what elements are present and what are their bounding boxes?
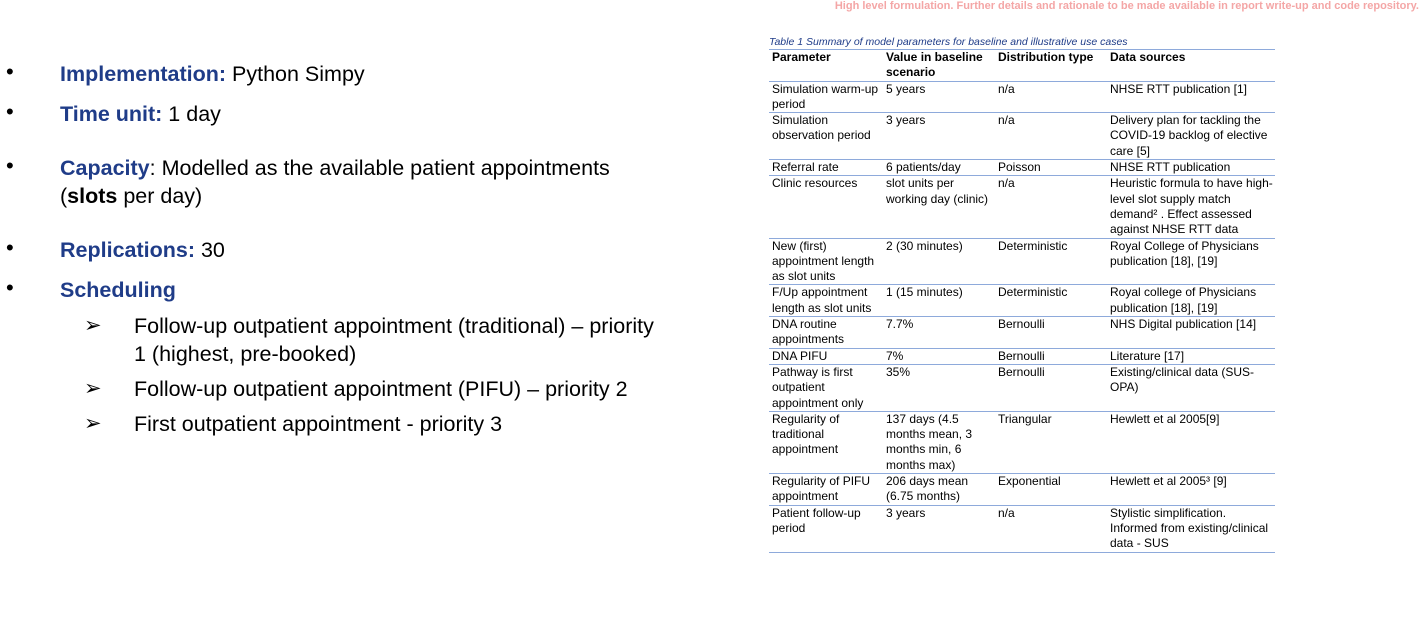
table-cell: Royal College of Physicians publication …: [1107, 238, 1275, 286]
table-cell: Bernoulli: [995, 364, 1107, 412]
scheduling-item-line: Follow-up outpatient appointment (tradit…: [134, 314, 654, 338]
table-cell: n/a: [995, 505, 1107, 553]
table-caption: Table 1 Summary of model parameters for …: [769, 36, 1275, 50]
table-cell: Simulation warm-up period: [769, 81, 883, 114]
bullet-dot-icon: •: [6, 59, 14, 84]
table-cell: Bernoulli: [995, 316, 1107, 349]
table-cell: DNA routine appointments: [769, 316, 883, 349]
table-cell: n/a: [995, 175, 1107, 239]
bullet-list: • Implementation: Python Simpy • Time un…: [6, 59, 654, 436]
table-cell: NHSE RTT publication: [1107, 159, 1275, 177]
table-cell: Hewlett et al 2005³ [9]: [1107, 473, 1275, 506]
table-row: Patient follow-up period 3 years n/a Stylis…: [769, 505, 1275, 553]
table-cell: Royal college of Physicians publication …: [1107, 284, 1275, 318]
table-row: DNA routine appointments 7.7% Bernoulli NHS…: [769, 316, 1275, 349]
bullet-text-bold: slots: [67, 184, 118, 208]
bullet-text: 30: [195, 238, 225, 262]
table-row: Simulation observation period 3 years n/a D…: [769, 112, 1275, 161]
table-cell: 206 days mean (6.75 months): [883, 473, 995, 506]
bullet-dot-icon: •: [6, 153, 14, 178]
table-cell: 6 patients/day: [883, 159, 995, 177]
bullet-key: Scheduling: [60, 278, 176, 302]
report-notice: High level formulation. Further details …: [834, 0, 1419, 12]
table-row: Clinic resources slot units per working …: [769, 175, 1275, 239]
table-cell: F/Up appointment length as slot units: [769, 284, 883, 318]
scheduling-item-line: 1 (highest, pre-booked): [134, 342, 357, 366]
bullet-text: 1 day: [162, 102, 221, 126]
bullet-key: Capacity: [60, 156, 150, 180]
table-cell: Deterministic: [995, 284, 1107, 318]
table-cell: Referral rate: [769, 159, 883, 177]
table-cell: 2 (30 minutes): [883, 238, 995, 286]
table-body: Simulation warm-up period 5 years n/a NHSE …: [769, 81, 1275, 553]
table-cell: Stylistic simplification. Informed from …: [1107, 505, 1275, 553]
table-cell: Regularity of traditional appointment: [769, 411, 883, 475]
table-cell: 5 years: [883, 81, 995, 114]
table-cell: Poisson: [995, 159, 1107, 177]
table-row: Regularity of traditional appointment 137…: [769, 411, 1275, 475]
table-cell: n/a: [995, 81, 1107, 114]
scheduling-item-line: Follow-up outpatient appointment (PIFU) …: [134, 377, 628, 401]
table-cell: Hewlett et al 2005[9]: [1107, 411, 1275, 475]
table-cell: Bernoulli: [995, 348, 1107, 365]
bullet-text: : Modelled as the available patient appo…: [149, 156, 610, 180]
table-header-cell: Data sources: [1107, 50, 1275, 82]
table-cell: Existing/clinical data (SUS-OPA): [1107, 364, 1275, 412]
scheduling-item-line: First outpatient appointment - priority …: [134, 412, 503, 436]
table-cell: DNA PIFU: [769, 348, 883, 365]
table-cell: Clinic resources: [769, 175, 883, 239]
table-cell: Delivery plan for tackling the COVID-19 …: [1107, 112, 1275, 161]
table-row: DNA PIFU 7% Bernoulli Literature [17]: [769, 348, 1275, 365]
table-row: Regularity of PIFU appointment 206 days m…: [769, 473, 1275, 506]
bullet-dot-icon: •: [6, 99, 14, 124]
bullet-dot-icon: •: [6, 275, 14, 300]
bullet-key: Time unit:: [60, 102, 163, 126]
table-cell: Simulation observation period: [769, 112, 883, 161]
table-cell: 7%: [883, 348, 995, 365]
table-cell: 7.7%: [883, 316, 995, 349]
table-cell: n/a: [995, 112, 1107, 161]
parameter-table: Parameter Value in baseline scenario Dis…: [769, 50, 1275, 553]
table-cell: NHSE RTT publication [1]: [1107, 81, 1275, 114]
table-row: F/Up appointment length as slot units 1 (…: [769, 284, 1275, 318]
table-header-cell: Value in baseline scenario: [883, 50, 995, 82]
table-cell: NHS Digital publication [14]: [1107, 316, 1275, 349]
bullet-text-rest: per day): [117, 184, 203, 208]
bullet-text: Python Simpy: [226, 62, 365, 86]
table-cell: 1 (15 minutes): [883, 284, 995, 318]
table-cell: 137 days (4.5 months mean, 3 months min,…: [883, 411, 995, 475]
table-row: Referral rate 6 patients/day Poisson NHSE R…: [769, 159, 1275, 177]
table-cell: Deterministic: [995, 238, 1107, 286]
parameter-table-panel: Table 1 Summary of model parameters for …: [769, 36, 1275, 553]
table-cell: 35%: [883, 364, 995, 412]
table-cell: 3 years: [883, 505, 995, 553]
arrow-bullet-icon: ➢: [84, 314, 102, 337]
table-row: Pathway is first outpatient appointment …: [769, 364, 1275, 412]
table-header-cell: Parameter: [769, 50, 883, 82]
table-row: New (first) appointment length as slot u…: [769, 238, 1275, 286]
table-header-row: Parameter Value in baseline scenario Dis…: [769, 50, 1275, 82]
arrow-bullet-icon: ➢: [84, 377, 102, 400]
bullet-dot-icon: •: [6, 235, 14, 260]
table-cell: Exponential: [995, 473, 1107, 506]
table-cell: Patient follow-up period: [769, 505, 883, 553]
table-cell: Regularity of PIFU appointment: [769, 473, 883, 506]
bullet-key: Replications:: [60, 238, 195, 262]
table-cell: Triangular: [995, 411, 1107, 475]
bullet-key: Implementation:: [60, 62, 227, 86]
table-cell: 3 years: [883, 112, 995, 161]
table-cell: New (first) appointment length as slot u…: [769, 238, 883, 286]
table-cell: Pathway is first outpatient appointment …: [769, 364, 883, 412]
table-header-cell: Distribution type: [995, 50, 1107, 82]
table-cell: Heuristic formula to have high-level slo…: [1107, 175, 1275, 239]
table-row: Simulation warm-up period 5 years n/a NHSE …: [769, 81, 1275, 114]
arrow-bullet-icon: ➢: [84, 412, 102, 435]
table-cell: Literature [17]: [1107, 348, 1275, 365]
bullet-text-open: (: [60, 184, 68, 208]
table-cell: slot units per working day (clinic): [883, 175, 995, 239]
